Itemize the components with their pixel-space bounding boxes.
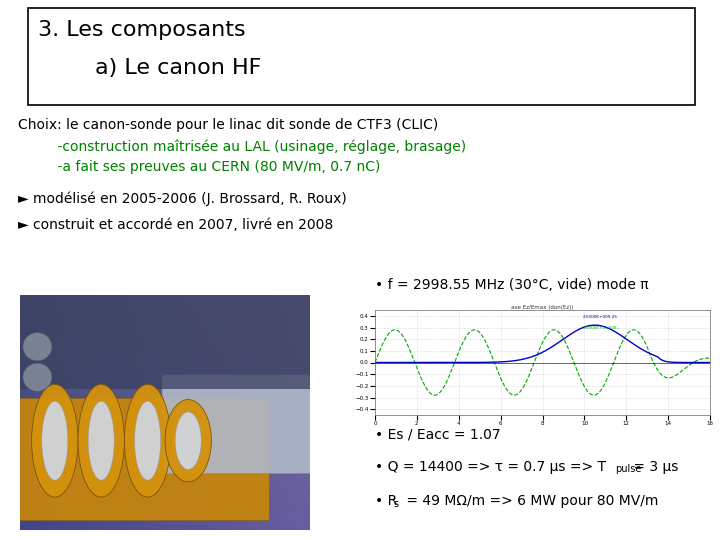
FancyBboxPatch shape xyxy=(17,399,269,521)
Ellipse shape xyxy=(78,384,125,497)
Text: = 49 MΩ/m => 6 MW pour 80 MV/m: = 49 MΩ/m => 6 MW pour 80 MV/m xyxy=(402,494,658,508)
Text: pulse: pulse xyxy=(615,464,642,474)
Ellipse shape xyxy=(165,400,212,482)
Text: • R: • R xyxy=(375,494,397,508)
Ellipse shape xyxy=(135,401,161,480)
Text: 2.5000E+009.25: 2.5000E+009.25 xyxy=(582,315,618,319)
Text: 2.5000E+11.008...: 2.5000E+11.008... xyxy=(582,326,621,330)
Ellipse shape xyxy=(42,401,68,480)
FancyBboxPatch shape xyxy=(162,375,313,474)
Text: • f = 2998.55 MHz (30°C, vide) mode π: • f = 2998.55 MHz (30°C, vide) mode π xyxy=(375,278,649,292)
Text: 3. Les composants: 3. Les composants xyxy=(38,20,246,40)
Bar xyxy=(28,8,695,105)
Text: Choix: le canon-sonde pour le linac dit sonde de CTF3 (CLIC): Choix: le canon-sonde pour le linac dit … xyxy=(18,118,438,132)
Text: ► construit et accordé en 2007, livré en 2008: ► construit et accordé en 2007, livré en… xyxy=(18,218,333,232)
Ellipse shape xyxy=(88,401,114,480)
Text: a) Le canon HF: a) Le canon HF xyxy=(38,58,261,78)
Text: = 3 μs: = 3 μs xyxy=(629,460,678,474)
FancyBboxPatch shape xyxy=(20,295,310,389)
Text: ► modélisé en 2005-2006 (J. Brossard, R. Roux): ► modélisé en 2005-2006 (J. Brossard, R.… xyxy=(18,192,347,206)
Ellipse shape xyxy=(23,333,52,361)
Text: s: s xyxy=(393,499,398,509)
Ellipse shape xyxy=(32,384,78,497)
Text: -a fait ses preuves au CERN (80 MV/m, 0.7 nC): -a fait ses preuves au CERN (80 MV/m, 0.… xyxy=(40,160,380,174)
Text: • Q = 14400 => τ = 0.7 μs => T: • Q = 14400 => τ = 0.7 μs => T xyxy=(375,460,606,474)
Ellipse shape xyxy=(23,363,52,392)
Ellipse shape xyxy=(125,384,171,497)
Text: -construction maîtrisée au LAL (usinage, réglage, brasage): -construction maîtrisée au LAL (usinage,… xyxy=(40,140,466,154)
Text: • Es / Eacc = 1.07: • Es / Eacc = 1.07 xyxy=(375,428,500,442)
Ellipse shape xyxy=(175,412,202,469)
Title: axe Ez/Emax (don(Ez)): axe Ez/Emax (don(Ez)) xyxy=(511,305,574,309)
